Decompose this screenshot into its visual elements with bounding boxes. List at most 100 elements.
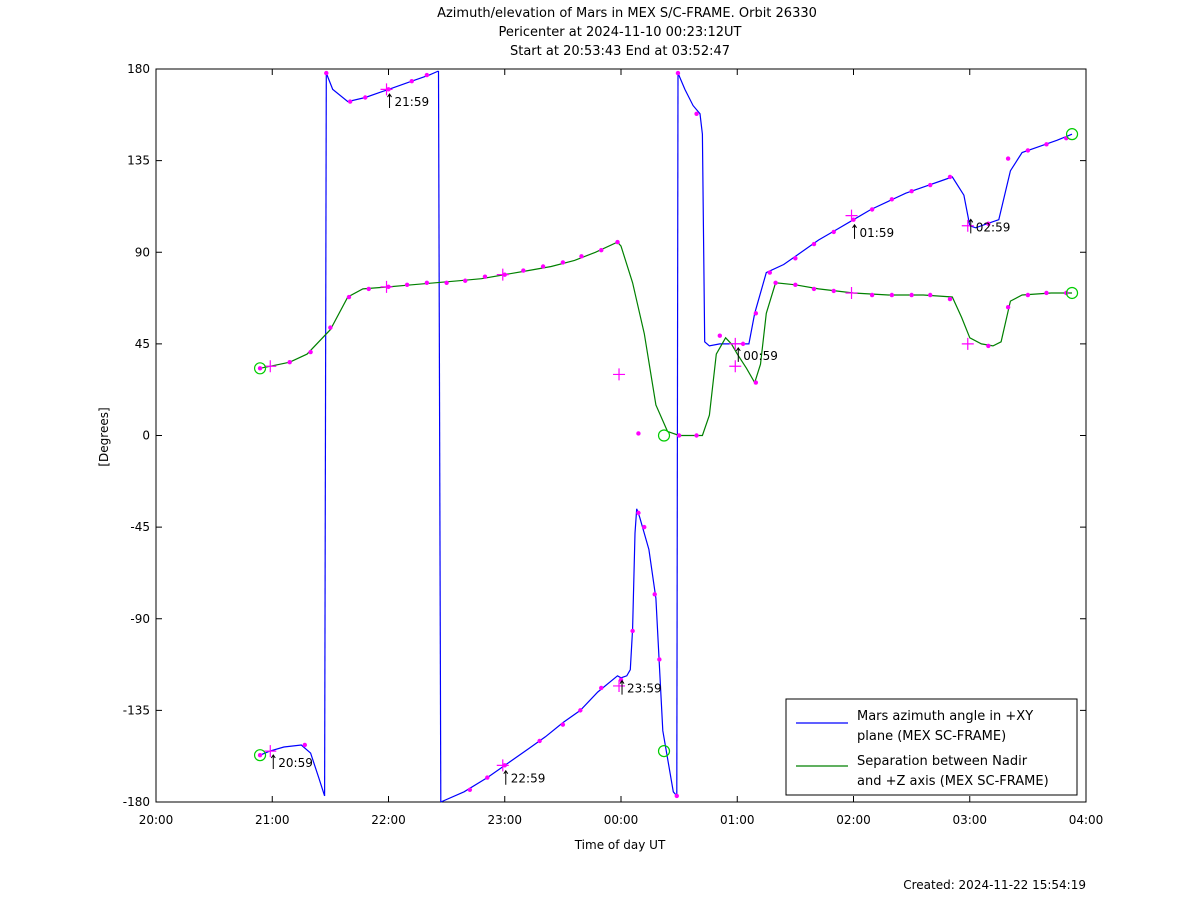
- y-tick-label: -135: [123, 703, 150, 717]
- x-tick-label: 22:00: [371, 813, 406, 827]
- sample-dot: [363, 95, 368, 100]
- hour-cross-marker: [613, 679, 626, 692]
- time-marker-label: 20:59: [278, 756, 313, 770]
- y-tick-label: -45: [130, 520, 150, 534]
- legend: Mars azimuth angle in +XY plane (MEX SC-…: [785, 698, 1078, 796]
- sample-dot: [482, 274, 488, 279]
- sample-dot: [560, 260, 566, 265]
- sample-dot: [909, 292, 914, 298]
- x-tick-label: 01:00: [720, 813, 755, 827]
- sample-dot: [675, 70, 681, 76]
- hour-cross-marker: [496, 268, 509, 281]
- sample-dot: [636, 510, 641, 516]
- chart-title: Azimuth/elevation of Mars in MEX S/C-FRA…: [437, 6, 817, 59]
- sample-dot: [889, 197, 895, 202]
- sample-dot: [676, 433, 682, 438]
- sample-dot: [404, 282, 410, 288]
- azimuth-line: [324, 73, 327, 796]
- sample-dot: [767, 270, 772, 275]
- sample-dot: [986, 343, 991, 349]
- separation-line: [259, 241, 1072, 437]
- sample-dot: [1005, 305, 1011, 310]
- title-line-1: Azimuth/elevation of Mars in MEX S/C-FRA…: [437, 6, 817, 21]
- sample-dot: [869, 207, 875, 212]
- legend-label-azimuth-line-1: Mars azimuth angle in +XY: [857, 709, 1033, 724]
- sample-dot: [642, 524, 647, 530]
- legend-label-azimuth-line-2: plane (MEX SC-FRAME): [857, 729, 1006, 744]
- hour-cross-marker: [613, 368, 626, 381]
- start-end-circle: [1065, 128, 1079, 141]
- sample-dot: [485, 775, 490, 780]
- sample-dot: [869, 292, 875, 298]
- sample-dot: [599, 685, 604, 691]
- start-end-circle: [657, 429, 671, 442]
- sample-dot: [889, 292, 895, 298]
- y-tick-label: -180: [123, 795, 150, 809]
- y-tick-label: 90: [135, 245, 150, 259]
- sample-dot: [630, 628, 635, 634]
- y-tick-label: 180: [127, 62, 150, 76]
- sample-dot: [717, 333, 723, 338]
- hour-cross-marker: [380, 83, 393, 96]
- time-marker-arrow: [735, 346, 741, 362]
- azimuth-line: [437, 70, 442, 803]
- hour-cross-marker: [845, 209, 858, 222]
- time-marker-arrow: [968, 218, 974, 234]
- x-tick-label: 21:00: [255, 813, 290, 827]
- sample-dot: [811, 286, 817, 292]
- sample-dot: [694, 433, 699, 438]
- start-end-circle: [1065, 286, 1079, 300]
- x-tick-label: 04:00: [1069, 813, 1104, 827]
- sample-dot: [909, 188, 914, 194]
- sample-dot: [346, 294, 352, 300]
- x-tick-label: 00:00: [604, 813, 639, 827]
- sample-dot: [740, 341, 746, 347]
- sample-dot: [308, 349, 313, 355]
- sample-dot: [947, 296, 953, 302]
- sample-dot: [657, 657, 662, 662]
- sample-dot: [599, 248, 604, 253]
- sample-dot: [347, 99, 353, 104]
- sample-dot: [463, 278, 468, 283]
- sample-dot: [366, 286, 371, 292]
- y-tick-label: 0: [142, 429, 150, 443]
- time-marker-arrow: [387, 93, 392, 109]
- sample-dot: [773, 280, 778, 285]
- title-line-2: Pericenter at 2024-11-10 00:23:12UT: [498, 25, 741, 40]
- hour-cross-marker: [264, 745, 277, 758]
- sample-dot: [615, 239, 620, 245]
- sample-dot: [257, 366, 263, 371]
- sample-dot: [328, 325, 333, 330]
- sample-dot: [831, 288, 836, 294]
- sample-dot: [793, 256, 798, 261]
- start-end-circle: [253, 749, 267, 762]
- time-marker-label: 01:59: [860, 226, 895, 240]
- sample-dot: [537, 738, 542, 744]
- sample-dot: [1025, 292, 1031, 298]
- hour-cross-marker: [729, 360, 742, 373]
- sample-dot: [636, 431, 641, 436]
- time-marker-label: 21:59: [395, 95, 430, 109]
- sample-dot: [324, 70, 329, 76]
- created-timestamp: Created: 2024-11-22 15:54:19: [903, 878, 1086, 892]
- sample-dot: [753, 311, 759, 316]
- y-tick-label: -90: [130, 612, 150, 626]
- x-tick-label: 02:00: [836, 813, 871, 827]
- x-tick-label: 20:00: [139, 813, 174, 827]
- x-axis-label: Time of day UT: [574, 838, 666, 852]
- time-marker-arrow: [852, 223, 857, 239]
- sample-dot: [1025, 148, 1031, 153]
- sample-dot: [444, 280, 449, 285]
- hour-cross-marker: [729, 337, 742, 350]
- sample-dot: [831, 229, 836, 235]
- legend-label-separation-line-2: and +Z axis (MEX SC-FRAME): [857, 774, 1049, 789]
- sample-dot: [674, 793, 679, 799]
- hour-cross-marker: [961, 219, 974, 232]
- hour-cross-marker: [380, 280, 393, 293]
- sample-dot: [928, 182, 933, 188]
- sample-dot: [947, 174, 953, 180]
- hour-cross-marker: [264, 360, 277, 373]
- sample-dot: [578, 708, 583, 713]
- y-tick-label: 45: [135, 337, 150, 351]
